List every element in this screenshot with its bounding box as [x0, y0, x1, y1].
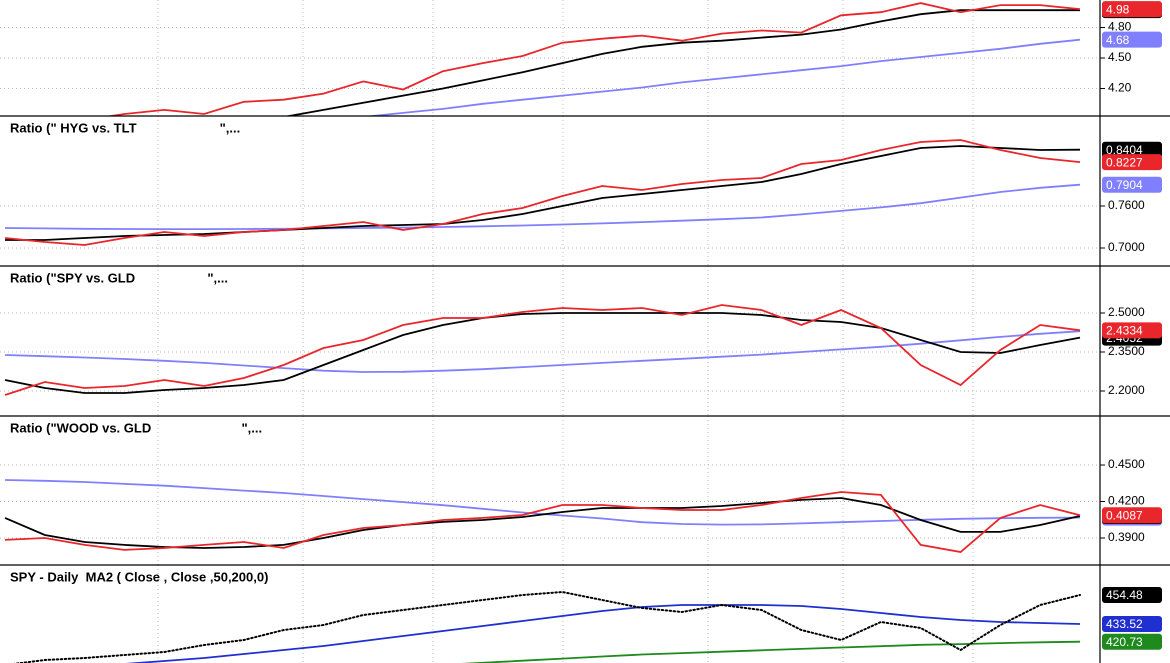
last-value-box	[1102, 1, 1162, 18]
series-line	[284, 9, 1080, 116]
panel-title: Ratio ("SPY vs. GLD ",...	[10, 270, 228, 285]
series-line	[460, 640, 1081, 663]
y-tick-label: 2.2000	[1108, 383, 1145, 397]
panel-title: Ratio ("WOOD vs. GLD ",...	[10, 420, 262, 435]
series-line	[4, 183, 1081, 230]
panel-title: SPY - Daily MA2 ( Close , Close ,50,200,…	[10, 569, 268, 584]
last-value-label: 4.68	[1106, 33, 1130, 47]
last-value-label: 2.4334	[1106, 323, 1143, 337]
panel-title: Ratio (" HYG vs. TLT ",...	[10, 120, 240, 135]
last-value-box	[1102, 633, 1162, 650]
series-line	[4, 312, 1081, 394]
last-value-label: 0.8227	[1106, 155, 1143, 169]
last-value-box	[1102, 507, 1162, 524]
y-tick-label: 2.5000	[1108, 305, 1145, 319]
series-line	[4, 139, 1081, 246]
series-line	[4, 304, 1081, 396]
y-tick-label: 0.4500	[1108, 457, 1145, 471]
last-value-label: 433.52	[1106, 617, 1143, 631]
last-value-box	[1102, 154, 1162, 171]
series-line	[105, 2, 1081, 116]
series-line	[4, 497, 1081, 549]
last-value-label: 0.4087	[1106, 508, 1143, 522]
y-tick-label: 0.7600	[1108, 198, 1145, 212]
y-tick-label: 4.20	[1108, 81, 1132, 95]
y-tick-label: 0.3900	[1108, 530, 1145, 544]
y-tick-label: 4.50	[1108, 50, 1132, 64]
y-tick-label: 2.3500	[1108, 344, 1145, 358]
last-value-box	[1102, 141, 1162, 158]
last-value-label: 0.8404	[1106, 143, 1143, 157]
y-tick-label: 0.4200	[1108, 494, 1145, 508]
last-value-box	[1102, 586, 1162, 603]
last-value-label: 420.73	[1106, 635, 1143, 649]
last-value-box	[1102, 31, 1162, 48]
y-tick-label: 0.7000	[1108, 240, 1145, 254]
last-value-box	[1102, 615, 1162, 632]
last-value-box	[1102, 322, 1162, 339]
series-line	[4, 330, 1081, 373]
series-line	[4, 491, 1081, 553]
last-value-box	[1102, 176, 1162, 193]
last-value-label: 454.48	[1106, 588, 1143, 602]
series-line	[125, 604, 1081, 663]
series-line	[12, 590, 1081, 663]
series-line	[364, 38, 1081, 116]
last-value-label: 0.7904	[1106, 178, 1143, 192]
last-value-label: 4.98	[1106, 2, 1130, 16]
y-tick-label: 4.80	[1108, 20, 1132, 34]
